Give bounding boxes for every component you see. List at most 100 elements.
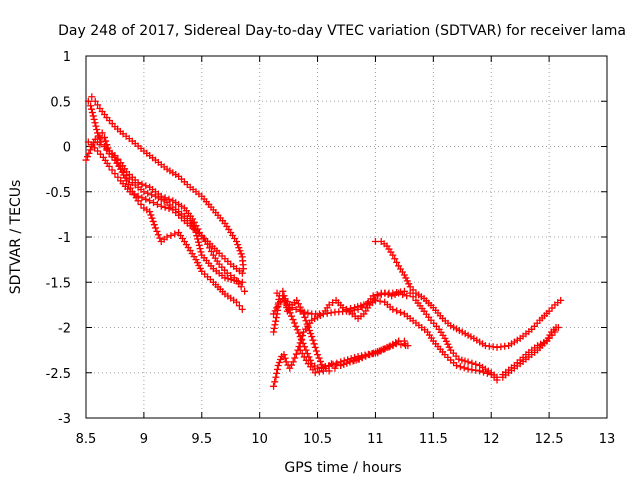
data-point (146, 197, 154, 205)
data-point (402, 342, 410, 350)
data-point (347, 304, 355, 312)
data-point (337, 362, 345, 370)
data-point (87, 102, 95, 110)
x-tick-label: 13 (599, 432, 616, 447)
axis-ticks: 8.5 9 9.5 10 10.5 11 11.5 12 12.5 1310.50-0.5-1-1… (46, 50, 616, 447)
data-point (150, 199, 158, 207)
data-point (310, 340, 318, 348)
data-point (105, 162, 113, 170)
data-point (296, 333, 304, 341)
data-point (142, 195, 150, 203)
x-tick-label: 10.5 (303, 432, 332, 447)
data-point (130, 190, 138, 198)
data-point (102, 137, 110, 145)
data-point (303, 320, 311, 328)
data-point (103, 141, 111, 149)
data-point (163, 233, 171, 241)
data-point (363, 300, 371, 308)
data-point (165, 205, 173, 213)
data-point (295, 329, 303, 337)
data-point (476, 367, 484, 375)
data-point (343, 359, 351, 367)
data-point (351, 304, 359, 312)
data-point (207, 247, 215, 255)
data-point (327, 360, 335, 368)
data-point (472, 360, 480, 368)
data-point (273, 365, 281, 373)
data-point (271, 321, 279, 329)
data-point (94, 101, 102, 109)
data-point (369, 350, 377, 358)
data-points (82, 93, 565, 390)
data-point (234, 241, 242, 249)
series-track-3 (84, 138, 246, 277)
data-point (194, 238, 202, 246)
data-point (194, 235, 202, 243)
data-point (288, 361, 296, 369)
data-point (142, 182, 150, 190)
data-point (301, 343, 309, 351)
data-point (144, 189, 152, 197)
data-point (96, 141, 104, 149)
x-tick-label: 9 (140, 432, 148, 447)
data-point (221, 274, 229, 282)
data-point (156, 234, 164, 242)
data-point (455, 355, 463, 363)
y-tick-label: 0 (63, 141, 71, 156)
data-point (272, 373, 280, 381)
data-point (316, 357, 324, 365)
data-point (288, 304, 296, 312)
data-point (286, 364, 294, 372)
data-point (554, 324, 562, 331)
data-point (82, 156, 90, 164)
data-point (91, 97, 99, 105)
data-point (205, 244, 213, 252)
x-tick-label: 11 (367, 432, 384, 447)
data-point (147, 211, 155, 219)
data-point (290, 319, 298, 327)
y-tick-label: 0.5 (50, 95, 71, 110)
data-point (305, 327, 313, 335)
data-point (111, 170, 119, 178)
data-point (272, 314, 280, 322)
data-point (85, 149, 93, 157)
data-point (551, 328, 559, 336)
data-point (289, 358, 297, 366)
data-point (307, 330, 315, 338)
data-point (89, 112, 97, 120)
data-point (165, 195, 173, 203)
data-point (367, 298, 375, 306)
data-point (197, 248, 205, 256)
data-point (134, 192, 142, 200)
data-point (273, 369, 281, 377)
data-point (386, 342, 394, 350)
y-tick-label: -1.5 (46, 276, 71, 291)
data-point (315, 354, 323, 362)
data-point (299, 339, 307, 347)
data-point (274, 362, 282, 370)
data-point (148, 214, 156, 222)
data-point (270, 382, 278, 390)
data-point (84, 97, 92, 105)
y-tick-label: -1 (58, 231, 71, 246)
data-point (376, 297, 384, 305)
x-tick-label: 9.5 (191, 432, 212, 447)
data-point (395, 289, 403, 297)
data-point (460, 364, 468, 372)
data-point (272, 317, 280, 325)
data-point (88, 109, 96, 117)
data-point (146, 208, 154, 216)
data-point (157, 202, 165, 210)
data-point (286, 309, 294, 317)
data-point (304, 324, 312, 331)
data-point (391, 255, 399, 263)
data-point (315, 368, 323, 376)
data-point (343, 305, 350, 313)
data-point (275, 358, 283, 366)
data-point (291, 354, 299, 362)
data-point (277, 355, 285, 363)
series-track-1 (84, 93, 247, 273)
data-point (140, 188, 148, 196)
data-point (392, 340, 400, 348)
data-point (86, 146, 94, 154)
